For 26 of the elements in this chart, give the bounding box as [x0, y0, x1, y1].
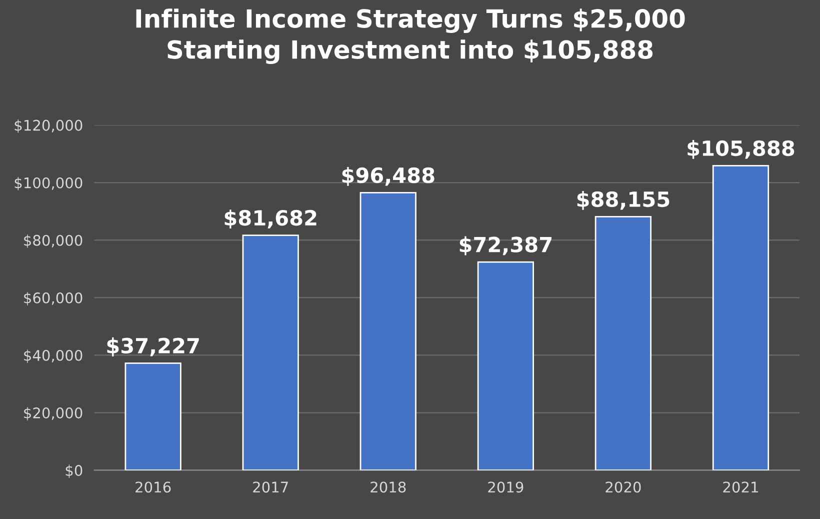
y-tick-label: $80,000 — [24, 234, 82, 248]
data-label: $72,387 — [460, 236, 552, 256]
bar — [594, 216, 652, 470]
chart-title: Infinite Income Strategy Turns $25,000 Starting Investment into $105,888 — [136, 8, 685, 64]
bar — [712, 164, 770, 470]
bar — [477, 261, 534, 470]
y-tick-label: $100,000 — [14, 177, 82, 190]
y-tick-label: $120,000 — [14, 120, 82, 133]
y-tick-label: $0 — [66, 464, 82, 478]
y-tick-label: $40,000 — [24, 350, 82, 363]
y-tick-label: $20,000 — [24, 407, 82, 420]
x-tick-label: 2019 — [488, 482, 524, 493]
x-tick-label: 2018 — [370, 482, 406, 493]
bar — [360, 192, 416, 470]
data-label: $81,682 — [224, 210, 316, 228]
bar — [242, 234, 299, 470]
data-label: $105,888 — [688, 140, 794, 159]
x-tick-label: 2020 — [606, 482, 641, 493]
data-label: $88,155 — [577, 190, 670, 210]
x-tick-label: 2021 — [723, 482, 758, 493]
data-label: $96,488 — [342, 166, 434, 186]
x-tick-label: 2017 — [253, 482, 288, 493]
bar — [124, 362, 182, 470]
x-tick-label: 2016 — [136, 482, 171, 493]
y-tick-label: $60,000 — [24, 292, 82, 306]
data-label: $37,227 — [107, 337, 199, 356]
